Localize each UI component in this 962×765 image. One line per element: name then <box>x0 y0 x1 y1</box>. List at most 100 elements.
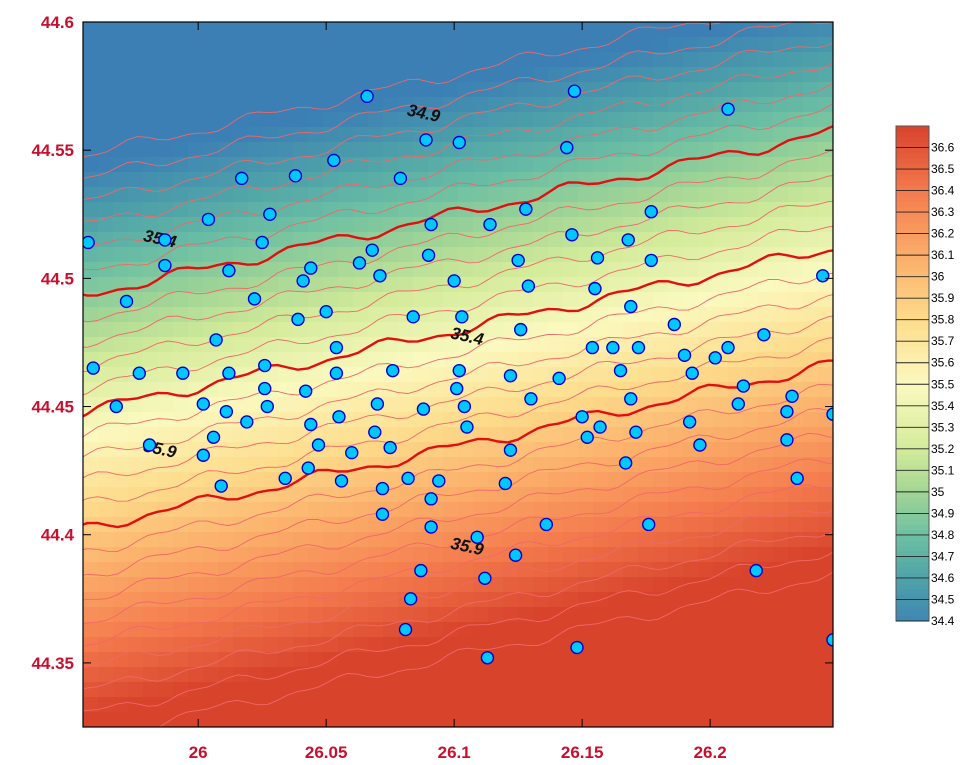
field-cell <box>548 172 564 188</box>
field-cell <box>398 247 414 263</box>
field-cell <box>818 97 833 113</box>
field-cell <box>413 577 429 593</box>
sample-point <box>593 420 607 434</box>
field-cell <box>323 457 339 473</box>
field-cell <box>173 262 189 278</box>
field-cell <box>683 97 699 113</box>
field-cell <box>128 607 144 623</box>
field-cell <box>413 37 429 53</box>
field-cell <box>263 112 279 128</box>
field-cell <box>458 577 474 593</box>
field-cell <box>158 517 174 533</box>
field-cell <box>743 427 759 443</box>
field-cell <box>248 157 264 173</box>
field-cell <box>578 112 594 128</box>
field-cell <box>563 352 579 368</box>
field-cell <box>218 697 234 713</box>
field-cell <box>98 217 114 233</box>
field-cell <box>218 622 234 638</box>
field-cell <box>83 622 99 638</box>
field-cell <box>293 37 309 53</box>
field-cell <box>488 427 504 443</box>
field-cell <box>263 127 279 143</box>
field-cell <box>353 427 369 443</box>
field-cell <box>743 172 759 188</box>
field-cell <box>383 592 399 608</box>
field-cell <box>713 637 729 653</box>
field-cell <box>428 382 444 398</box>
field-cell <box>188 472 204 488</box>
field-cell <box>113 112 129 128</box>
field-cell <box>98 247 114 263</box>
colorbar-swatch <box>896 260 929 267</box>
field-cell <box>98 127 114 143</box>
sample-point <box>375 507 390 521</box>
colorbar-swatch <box>896 158 929 165</box>
field-cell <box>773 322 789 338</box>
field-cell <box>443 472 459 488</box>
field-cell <box>548 127 564 143</box>
field-cell <box>818 472 833 488</box>
colorbar-swatch <box>896 319 929 326</box>
field-cell <box>173 472 189 488</box>
field-cell <box>278 262 294 278</box>
field-cell <box>608 607 624 623</box>
field-cell <box>608 712 624 727</box>
field-cell <box>548 247 564 263</box>
sample-point <box>588 281 602 296</box>
sample-point <box>329 366 344 380</box>
field-cell <box>593 697 609 713</box>
field-cell <box>563 487 579 503</box>
field-cell <box>188 22 204 38</box>
x-tick-label: 26.05 <box>305 743 348 762</box>
field-cell <box>698 82 714 98</box>
contour-line <box>83 383 833 552</box>
field-cell <box>383 337 399 353</box>
sample-point <box>332 410 346 424</box>
field-cell <box>773 472 789 488</box>
field-cell <box>743 592 759 608</box>
field-cell <box>713 322 729 338</box>
colorbar-swatch <box>896 265 929 272</box>
field-cell <box>488 127 504 143</box>
field-cell <box>143 487 159 503</box>
field-cell <box>803 622 819 638</box>
colorbar-label: 36.4 <box>931 184 955 198</box>
field-cell <box>248 337 264 353</box>
field-cell <box>218 37 234 53</box>
field-cell <box>818 22 833 38</box>
field-cell <box>383 667 399 683</box>
field-cell <box>548 142 564 158</box>
field-cell <box>413 592 429 608</box>
field-cell <box>578 247 594 263</box>
field-cell <box>413 697 429 713</box>
field-cell <box>383 142 399 158</box>
field-cell <box>248 592 264 608</box>
sample-point <box>291 312 305 327</box>
field-cell <box>533 172 549 188</box>
field-cell <box>623 622 639 638</box>
field-cell <box>158 22 174 38</box>
field-cell <box>368 367 384 383</box>
field-cell <box>533 472 549 488</box>
field-cell <box>668 712 684 727</box>
field-cell <box>758 652 774 668</box>
field-cell <box>818 172 833 188</box>
field-cell <box>428 97 444 113</box>
sample-point <box>304 261 318 275</box>
field-cell <box>158 382 174 398</box>
field-cell <box>188 577 204 593</box>
field-cell <box>638 682 654 698</box>
field-cell <box>488 397 504 413</box>
field-cell <box>458 592 474 608</box>
field-cell <box>488 112 504 128</box>
colorbar-swatch <box>896 567 929 574</box>
field-cell <box>248 682 264 698</box>
field-cell <box>758 487 774 503</box>
field-cell <box>563 427 579 443</box>
field-cell <box>293 127 309 143</box>
field-cell <box>758 682 774 698</box>
field-cell <box>788 277 804 293</box>
field-cell <box>818 157 833 173</box>
field-cell <box>683 262 699 278</box>
